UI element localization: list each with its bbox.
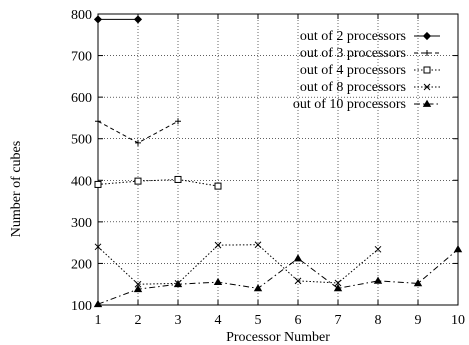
- legend-swatch-marker: [424, 50, 430, 56]
- y-axis: 100 200 300 400 500 600 700 800: [71, 8, 458, 314]
- series-5: [93, 245, 463, 308]
- series-1: [93, 15, 143, 24]
- data-point: [133, 15, 143, 24]
- data-point: [373, 276, 383, 284]
- data-point: [293, 254, 303, 262]
- legend: out of 2 processors out of 3 processors ou…: [293, 29, 440, 112]
- x-tick-label: 4: [215, 313, 222, 328]
- data-point: [174, 175, 182, 183]
- legend-entry: out of 2 processors: [300, 29, 440, 44]
- data-point: [214, 182, 222, 190]
- x-tick-label: 9: [415, 313, 422, 328]
- legend-entry: out of 3 processors: [300, 46, 440, 61]
- data-point: [213, 277, 223, 286]
- y-tick-label: 400: [71, 174, 92, 189]
- legend-label: out of 2 processors: [300, 29, 406, 44]
- series-line: [97, 120, 179, 144]
- series-line: [97, 178, 219, 187]
- data-point: [133, 284, 143, 293]
- x-tick-label: 10: [451, 313, 465, 328]
- legend-swatch-marker: [422, 99, 432, 107]
- x-tick-label: 8: [375, 313, 382, 328]
- data-point: [134, 177, 142, 185]
- y-axis-label: Number of cubes: [9, 141, 24, 237]
- data-point: [413, 279, 423, 287]
- series-group: [93, 15, 463, 308]
- data-point: [94, 243, 102, 251]
- y-tick-label: 800: [71, 8, 92, 23]
- y-tick-label: 700: [71, 50, 92, 65]
- legend-swatch-marker: [423, 66, 431, 74]
- y-tick-label: 100: [71, 299, 92, 314]
- plot-border: [97, 13, 459, 306]
- y-tick-label: 200: [71, 257, 92, 272]
- x-tick-label: 3: [175, 313, 182, 328]
- data-point: [93, 299, 103, 308]
- x-tick-label: 5: [255, 313, 262, 328]
- legend-label: out of 4 processors: [300, 63, 406, 78]
- legend-swatch-marker: [423, 83, 431, 91]
- data-point: [333, 284, 343, 292]
- data-point: [173, 279, 183, 288]
- x-tick-label: 7: [335, 313, 342, 328]
- x-tick-label: 1: [95, 313, 102, 328]
- data-point: [334, 279, 342, 287]
- data-point: [175, 118, 181, 125]
- legend-label: out of 8 processors: [300, 80, 406, 95]
- data-point: [93, 15, 103, 24]
- data-point: [253, 284, 263, 292]
- y-tick-label: 500: [71, 133, 92, 148]
- data-point: [294, 277, 302, 285]
- data-point: [135, 139, 141, 146]
- data-point: [453, 245, 463, 253]
- x-tick-label: 2: [135, 313, 142, 328]
- series-line: [97, 244, 379, 285]
- data-point: [374, 245, 382, 253]
- legend-swatch-marker: [422, 31, 432, 41]
- series-3: [94, 175, 222, 190]
- plot-frame: [97, 13, 459, 306]
- data-point: [254, 241, 262, 249]
- legend-entry: out of 4 processors: [300, 63, 440, 78]
- x-axis-label: Processor Number: [226, 330, 330, 345]
- data-point: [134, 280, 142, 288]
- series-2: [95, 118, 181, 146]
- x-axis: 1 2 3 4 5 6 7 8 9 10: [95, 14, 465, 328]
- data-point: [214, 241, 222, 249]
- legend-entry: out of 10 processors: [293, 97, 440, 112]
- legend-label: out of 3 processors: [300, 46, 406, 61]
- data-point: [94, 180, 102, 188]
- legend-label: out of 10 processors: [293, 97, 406, 112]
- y-tick-label: 300: [71, 216, 92, 231]
- legend-entry: out of 8 processors: [300, 80, 440, 95]
- data-point: [95, 118, 101, 125]
- y-tick-label: 600: [71, 91, 92, 106]
- x-tick-label: 6: [295, 313, 302, 328]
- series-line: [97, 248, 459, 305]
